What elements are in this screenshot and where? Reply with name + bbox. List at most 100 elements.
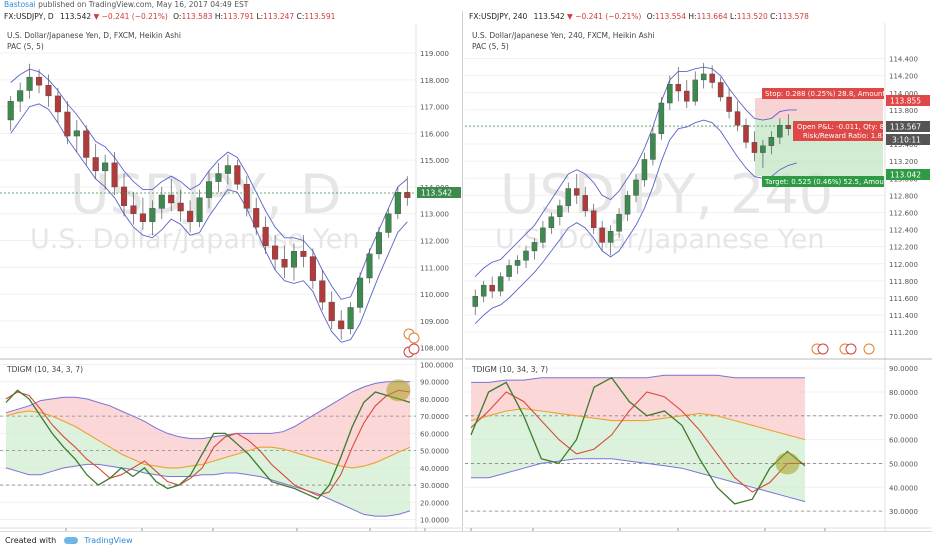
right-event-badges[interactable] — [811, 343, 875, 355]
left-c-label: C: — [296, 12, 305, 21]
candle[interactable] — [196, 197, 203, 222]
candle[interactable] — [557, 205, 563, 217]
candle[interactable] — [726, 96, 732, 112]
candle[interactable] — [328, 301, 335, 322]
candle[interactable] — [290, 251, 298, 268]
price-tick-label: 112.000 — [889, 261, 918, 269]
candle[interactable] — [760, 145, 766, 153]
candle[interactable] — [497, 276, 504, 292]
candle[interactable] — [777, 125, 783, 138]
candle[interactable] — [582, 195, 588, 211]
candle[interactable] — [309, 256, 316, 281]
candle[interactable] — [347, 307, 354, 330]
candle[interactable] — [574, 188, 580, 196]
candle[interactable] — [281, 259, 288, 268]
candle[interactable] — [514, 260, 521, 266]
candle[interactable] — [700, 73, 707, 81]
candle[interactable] — [565, 188, 572, 206]
target-label-box[interactable] — [762, 176, 884, 187]
candle[interactable] — [404, 192, 411, 198]
candle[interactable] — [616, 213, 622, 232]
candle[interactable] — [667, 84, 673, 104]
tradingview-link[interactable]: TradingView — [84, 536, 133, 545]
left-chart-svg[interactable]: USDJPY, D U.S. Dollar/Japanese Yen U.S. … — [0, 23, 463, 531]
candle[interactable] — [234, 165, 241, 185]
candle[interactable] — [489, 284, 495, 292]
candle[interactable] — [472, 296, 478, 307]
candle[interactable] — [599, 227, 605, 243]
candle[interactable] — [111, 162, 118, 188]
candle[interactable] — [272, 245, 279, 260]
candle[interactable] — [624, 195, 631, 215]
candle[interactable] — [768, 137, 775, 146]
right-chart-pane[interactable]: FX:USDJPY, 240 113.542 ▼ −0.241 (−0.21%)… — [465, 11, 932, 531]
candle[interactable] — [54, 95, 61, 113]
candle[interactable] — [590, 210, 597, 229]
candle[interactable] — [375, 232, 382, 255]
candle[interactable] — [357, 277, 364, 308]
candle[interactable] — [224, 165, 231, 174]
candle[interactable] — [120, 186, 128, 206]
candle[interactable] — [709, 73, 715, 83]
candle[interactable] — [102, 162, 109, 172]
candle[interactable] — [751, 142, 758, 153]
candle[interactable] — [45, 84, 52, 97]
candle[interactable] — [26, 76, 33, 91]
candle[interactable] — [506, 265, 512, 277]
candle[interactable] — [73, 130, 80, 137]
candle[interactable] — [633, 179, 639, 196]
candle[interactable] — [641, 159, 648, 181]
left-chart-pane[interactable]: FX:USDJPY, D 113.542 ▼ −0.241 (−0.21%) O… — [0, 11, 463, 531]
stop-label-box[interactable] — [762, 88, 884, 99]
candle[interactable] — [692, 79, 698, 102]
candle[interactable] — [531, 242, 538, 252]
candle[interactable] — [607, 231, 614, 243]
candle[interactable] — [139, 213, 146, 222]
candle[interactable] — [319, 280, 326, 303]
candle[interactable] — [650, 133, 656, 160]
candle[interactable] — [253, 208, 260, 228]
candle[interactable] — [300, 251, 307, 257]
osc-tick-label: 70.0000 — [420, 413, 449, 421]
candle[interactable] — [243, 184, 250, 209]
left-event-badges[interactable] — [403, 328, 420, 358]
candle[interactable] — [548, 216, 555, 229]
candle[interactable] — [394, 192, 401, 214]
stop-zone[interactable] — [755, 98, 883, 119]
candle[interactable] — [658, 102, 665, 134]
candle[interactable] — [130, 205, 137, 214]
pnl-label: Open P&L: -0.011, Qty: 868 — [797, 123, 893, 131]
candle[interactable] — [83, 130, 90, 158]
pnl-label-box[interactable] — [793, 121, 883, 141]
osc-band-top-line — [5, 381, 410, 440]
candle[interactable] — [158, 194, 165, 209]
candle[interactable] — [92, 157, 99, 172]
candle[interactable] — [17, 90, 24, 102]
osc-middle-line — [470, 408, 806, 441]
candle[interactable] — [262, 226, 269, 247]
candle[interactable] — [205, 181, 213, 198]
footer-bar: Created with TradingView — [0, 531, 932, 550]
candle[interactable] — [480, 284, 487, 297]
candle[interactable] — [36, 76, 43, 86]
candle[interactable] — [717, 82, 724, 98]
right-chart-svg[interactable]: USDJPY, 240 U.S. Dollar/Japanese Yen Sto… — [465, 23, 932, 531]
candle[interactable] — [743, 125, 749, 143]
candle[interactable] — [540, 227, 546, 243]
candle[interactable] — [149, 208, 156, 222]
candle[interactable] — [187, 210, 194, 222]
candle[interactable] — [385, 213, 392, 233]
candle[interactable] — [168, 194, 175, 204]
candle[interactable] — [684, 90, 690, 102]
candle[interactable] — [64, 111, 71, 137]
candle[interactable] — [785, 125, 792, 129]
candle[interactable] — [338, 320, 345, 330]
candle[interactable] — [215, 173, 222, 182]
candle[interactable] — [366, 253, 373, 279]
candle[interactable] — [675, 84, 682, 92]
candle[interactable] — [523, 250, 529, 261]
candle[interactable] — [734, 111, 741, 126]
candle[interactable] — [177, 202, 184, 212]
candle[interactable] — [7, 101, 14, 121]
publisher-link[interactable]: Bastosai — [4, 0, 36, 9]
